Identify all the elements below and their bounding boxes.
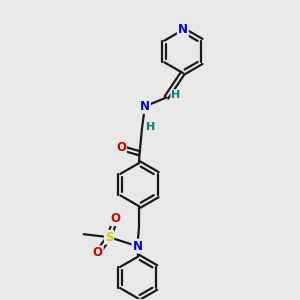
Text: N: N [178, 23, 188, 37]
Text: S: S [105, 231, 113, 244]
Text: N: N [140, 100, 150, 113]
Text: O: O [111, 212, 121, 225]
Text: H: H [171, 90, 181, 100]
Text: N: N [133, 240, 142, 253]
Text: O: O [93, 246, 103, 259]
Text: O: O [116, 141, 126, 154]
Text: H: H [146, 122, 155, 132]
